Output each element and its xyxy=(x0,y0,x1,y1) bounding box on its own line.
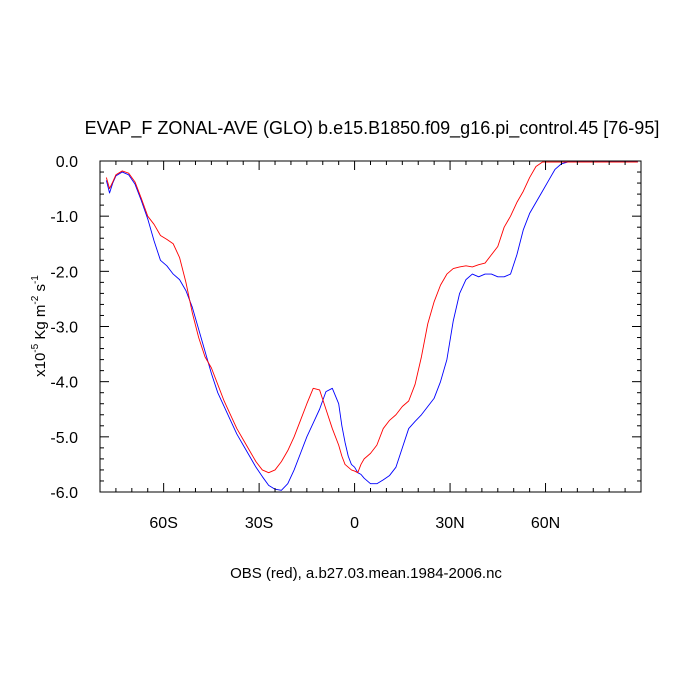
y-tick-label: -6.0 xyxy=(50,485,78,502)
x-tick-label: 0 xyxy=(350,515,359,532)
ticks-layer xyxy=(100,160,641,493)
series-line-model xyxy=(105,161,638,491)
y-axis-label-exp3: -1 xyxy=(30,275,41,284)
y-tick-label: -3.0 xyxy=(50,320,78,337)
x-tick-label: 30N xyxy=(435,515,464,532)
y-axis-label: x10-5 Kg m-2 s-1 xyxy=(30,275,49,377)
chart-title: EVAP_F ZONAL-AVE (GLO) b.e15.B1850.f09_g… xyxy=(85,118,660,139)
y-tick-labels: 0.0 -1.0 -2.0 -3.0 -4.0 -5.0 -6.0 xyxy=(50,154,78,502)
series-line-obs xyxy=(105,161,638,474)
series-layer xyxy=(105,161,638,491)
y-tick-label: -2.0 xyxy=(50,264,78,281)
y-tick-label: 0.0 xyxy=(56,154,78,171)
x-tick-label: 30S xyxy=(245,515,273,532)
x-tick-label: 60N xyxy=(531,515,560,532)
plot-frame xyxy=(99,160,642,493)
y-axis-label-exp2: -2 xyxy=(30,295,41,304)
y-axis-label-exp: -5 xyxy=(30,343,41,352)
x-tick-labels: 60S 30S 0 30N 60N xyxy=(149,515,560,532)
y-axis-label-unit2: s xyxy=(32,284,49,296)
y-tick-label: -4.0 xyxy=(50,375,78,392)
y-axis-label-unit1: Kg m xyxy=(32,305,49,344)
y-axis-label-prefix: x10 xyxy=(32,353,49,377)
y-tick-label: -1.0 xyxy=(50,209,78,226)
y-tick-label: -5.0 xyxy=(50,430,78,447)
x-axis-label: OBS (red), a.b27.03.mean.1984-2006.nc xyxy=(230,565,502,582)
x-tick-label: 60S xyxy=(149,515,177,532)
